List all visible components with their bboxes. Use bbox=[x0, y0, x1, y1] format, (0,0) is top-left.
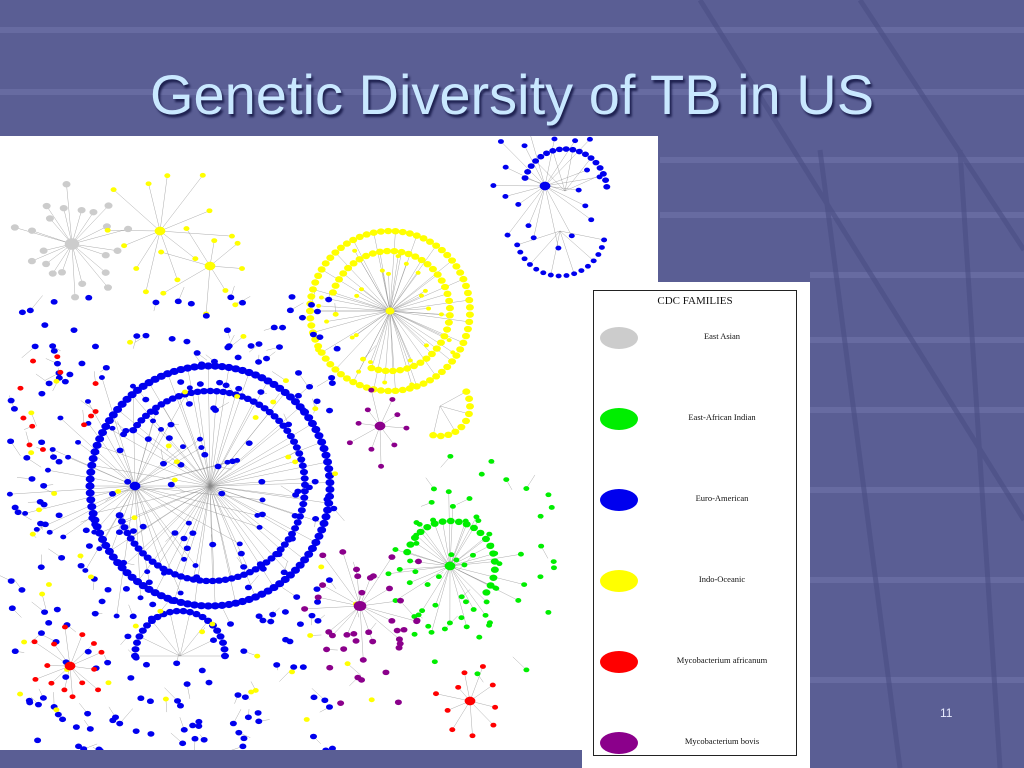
legend-swatch bbox=[600, 651, 638, 673]
legend-label: East-African Indian bbox=[688, 412, 756, 422]
legend-label: Indo-Oceanic bbox=[698, 574, 746, 584]
legend-item-indo-oceanic: Indo-Oceanic bbox=[594, 570, 796, 600]
legend-swatch bbox=[600, 732, 638, 754]
legend-swatch bbox=[600, 489, 638, 511]
legend-label: Mycobacterium bovis bbox=[684, 736, 760, 746]
network-graph bbox=[0, 136, 611, 750]
legend-swatch bbox=[600, 327, 638, 349]
strain-network-diagram bbox=[0, 136, 658, 750]
legend-item-east-asian: East Asian bbox=[594, 327, 796, 357]
legend-label: Euro-American bbox=[695, 493, 749, 503]
legend-box: CDC FAMILIES East Asian East-African Ind… bbox=[593, 290, 797, 756]
slide-number: 11 bbox=[940, 706, 953, 720]
legend-item-mycobacterium-bovis: Mycobacterium bovis bbox=[594, 732, 796, 762]
legend-label: Mycobacterium africanum bbox=[676, 655, 768, 665]
legend-label: East Asian bbox=[703, 331, 741, 341]
legend-item-mycobacterium-africanum: Mycobacterium africanum bbox=[594, 651, 796, 681]
legend-item-euro-american: Euro-American bbox=[594, 489, 796, 519]
legend-swatch bbox=[600, 570, 638, 592]
legend-title: CDC FAMILIES bbox=[657, 295, 733, 307]
legend-panel: CDC FAMILIES East Asian East-African Ind… bbox=[582, 282, 810, 768]
legend-item-east-african-indian: East-African Indian bbox=[594, 408, 796, 438]
legend-swatch bbox=[600, 408, 638, 430]
page-title: Genetic Diversity of TB in US bbox=[149, 63, 875, 126]
